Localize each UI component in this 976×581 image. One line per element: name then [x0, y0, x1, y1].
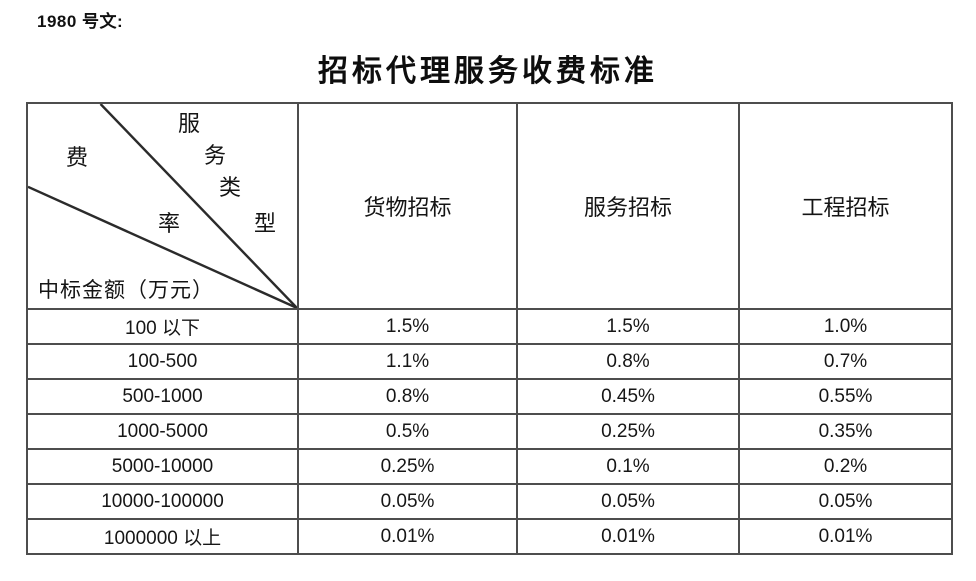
- amount-range-cell: 500-1000: [26, 378, 299, 415]
- rate-cell: 1.0%: [738, 308, 953, 345]
- rate-cell: 0.5%: [297, 413, 518, 450]
- page-title: 招标代理服务收费标准: [318, 55, 658, 88]
- amount-range-cell: 5000-10000: [26, 448, 299, 485]
- rate-cell: 0.55%: [738, 378, 953, 415]
- corner-label-type-char: 服: [178, 111, 201, 136]
- doc-number-label: 1980 号文:: [37, 12, 124, 31]
- rate-cell: 0.1%: [516, 448, 740, 485]
- amount-range-cell: 100 以下: [26, 308, 299, 345]
- rate-cell: 0.01%: [516, 518, 740, 555]
- corner-label-rate-char: 率: [158, 211, 181, 236]
- corner-label-fee-char: 费: [66, 145, 89, 170]
- fee-table: 费 率 服 务 类 型 中标金额（万元） 货物招标 服务招标 工程招标 100 …: [26, 102, 953, 555]
- amount-range-cell: 100-500: [26, 343, 299, 380]
- amount-range-cell: 10000-100000: [26, 483, 299, 520]
- rate-cell: 0.25%: [516, 413, 740, 450]
- table-row: 10000-100000 0.05% 0.05% 0.05%: [26, 483, 953, 520]
- corner-label-type-char: 型: [254, 211, 277, 236]
- table-row: 1000000 以上 0.01% 0.01% 0.01%: [26, 518, 953, 555]
- corner-label-amount: 中标金额（万元）: [38, 278, 214, 302]
- corner-label-type-char: 务: [204, 143, 227, 168]
- amount-range-cell: 1000000 以上: [26, 518, 299, 555]
- table-row: 100 以下 1.5% 1.5% 1.0%: [26, 308, 953, 345]
- diagonal-divider-lines: [28, 104, 297, 308]
- rate-cell: 0.45%: [516, 378, 740, 415]
- rate-cell: 0.35%: [738, 413, 953, 450]
- rate-cell: 0.05%: [738, 483, 953, 520]
- table-row: 1000-5000 0.5% 0.25% 0.35%: [26, 413, 953, 450]
- rate-cell: 1.1%: [297, 343, 518, 380]
- rate-cell: 0.7%: [738, 343, 953, 380]
- rate-cell: 0.25%: [297, 448, 518, 485]
- corner-label-type-char: 类: [219, 175, 242, 200]
- rate-cell: 1.5%: [516, 308, 740, 345]
- rate-cell: 0.2%: [738, 448, 953, 485]
- table-row: 500-1000 0.8% 0.45% 0.55%: [26, 378, 953, 415]
- rate-cell: 0.05%: [516, 483, 740, 520]
- rate-cell: 0.8%: [516, 343, 740, 380]
- col-header-goods: 货物招标: [297, 102, 518, 310]
- header-row: 费 率 服 务 类 型 中标金额（万元） 货物招标 服务招标 工程招标: [26, 102, 953, 310]
- corner-header-cell: 费 率 服 务 类 型 中标金额（万元）: [26, 102, 299, 310]
- amount-range-cell: 1000-5000: [26, 413, 299, 450]
- col-header-services: 服务招标: [516, 102, 740, 310]
- table-row: 5000-10000 0.25% 0.1% 0.2%: [26, 448, 953, 485]
- rate-cell: 0.01%: [738, 518, 953, 555]
- rate-cell: 1.5%: [297, 308, 518, 345]
- rate-cell: 0.05%: [297, 483, 518, 520]
- rate-cell: 0.01%: [297, 518, 518, 555]
- table-row: 100-500 1.1% 0.8% 0.7%: [26, 343, 953, 380]
- col-header-engineering: 工程招标: [738, 102, 953, 310]
- rate-cell: 0.8%: [297, 378, 518, 415]
